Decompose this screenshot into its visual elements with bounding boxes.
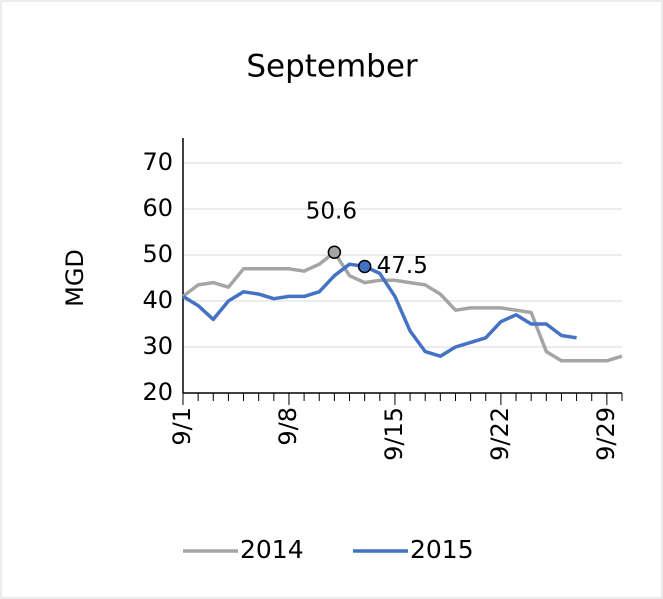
y-tick-label: 40 (142, 286, 173, 314)
legend-label: 2014 (240, 535, 304, 564)
x-tick-label: 9/22 (486, 407, 514, 461)
legend-label: 2015 (410, 535, 474, 564)
series-line (181, 250, 623, 363)
highlight-marker (327, 245, 342, 259)
chart-title: September (246, 49, 418, 85)
y-tick-label: 70 (142, 148, 173, 176)
y-tick-label: 50 (142, 240, 173, 268)
series-line (182, 262, 577, 358)
x-tick-label: 9/29 (592, 407, 620, 461)
y-tick-label: 30 (142, 332, 173, 360)
x-tick-label: 9/8 (274, 407, 302, 446)
x-tick-label: 9/1 (168, 407, 196, 446)
data-label: 47.5 (377, 253, 428, 279)
y-tick-label: 20 (142, 378, 173, 406)
highlight-marker (357, 259, 372, 274)
x-tick-label: 9/15 (380, 407, 408, 461)
y-axis-label: MGD (61, 249, 89, 307)
data-label: 50.6 (306, 199, 357, 225)
y-tick-label: 60 (142, 194, 173, 222)
